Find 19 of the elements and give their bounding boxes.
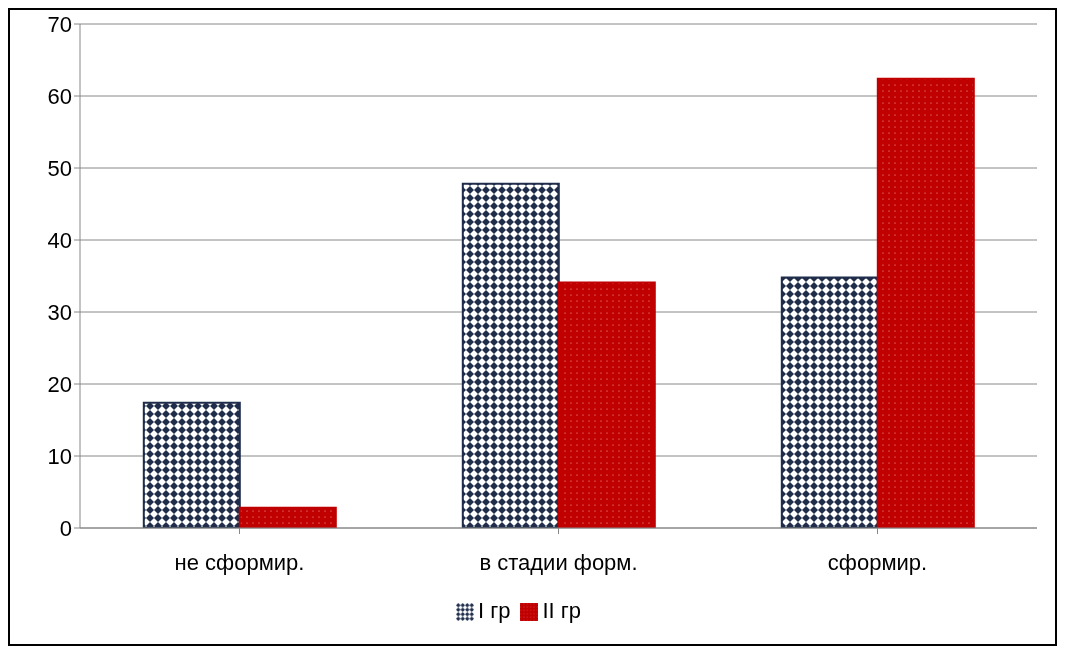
y-tick-label: 70	[47, 11, 72, 37]
bar	[238, 506, 337, 528]
y-tick-label: 0	[59, 515, 72, 541]
x-tick-label: в стадии форм.	[479, 549, 638, 575]
y-tick-label: 20	[47, 371, 72, 397]
y-tick-label: 50	[47, 155, 72, 181]
bar	[780, 276, 879, 528]
y-tick-label: 30	[47, 299, 72, 325]
x-tick-label: не сформир.	[174, 549, 305, 575]
bar	[557, 281, 656, 528]
bar	[142, 401, 241, 528]
y-tick-label: 40	[47, 227, 72, 253]
y-tick-label: 60	[47, 83, 72, 109]
legend-label: I гр	[477, 598, 511, 623]
legend-label: II гр	[542, 598, 582, 623]
bar	[461, 182, 560, 528]
y-tick-label: 10	[47, 443, 72, 469]
x-tick-label: сформир.	[827, 549, 928, 575]
bar	[876, 77, 975, 528]
